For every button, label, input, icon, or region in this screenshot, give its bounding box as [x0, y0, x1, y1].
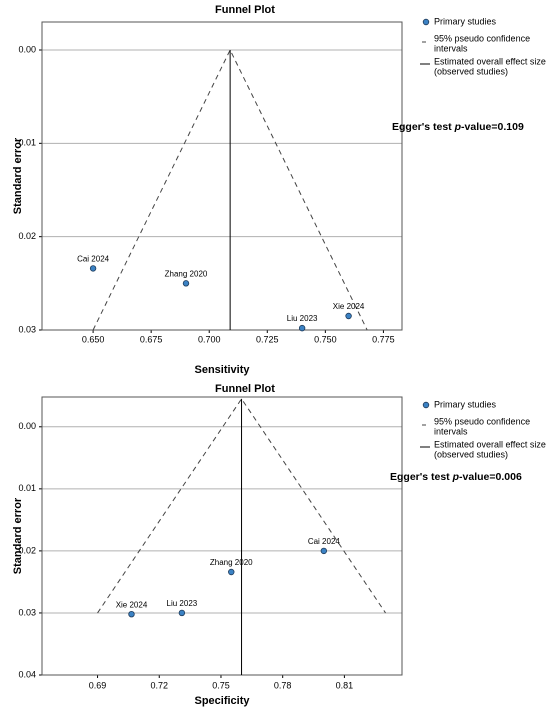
x-tick-label: 0.750 [314, 334, 337, 344]
study-point [228, 568, 235, 576]
point-label: Zhang 2020 [210, 558, 253, 567]
annotation-text: Egger's test [392, 121, 455, 133]
point-label: Zhang 2020 [165, 269, 208, 278]
plot-frame [41, 21, 403, 331]
annotation-suffix: -value=0.006 [459, 471, 522, 483]
point-label: Liu 2023 [167, 599, 198, 608]
y-tick-label: 0.03 [18, 324, 36, 334]
chart-title: Funnel Plot [215, 383, 275, 395]
x-tick-label: 0.81 [336, 680, 354, 690]
legend-label: 95% pseudo confidence [434, 33, 530, 43]
x-tick-label: 0.78 [274, 680, 292, 690]
legend-marker [422, 18, 430, 26]
annotation-italic: p [452, 471, 460, 483]
y-axis-label: Standard error [12, 497, 24, 574]
x-tick-label: 0.72 [150, 680, 168, 690]
y-tick-label: 0.04 [18, 669, 36, 679]
point-label: Xie 2024 [333, 302, 365, 311]
x-tick-label: 0.775 [372, 334, 395, 344]
point-label: Liu 2023 [287, 314, 318, 323]
annotation-suffix: -value=0.109 [461, 121, 524, 133]
legend-label: (observed studies) [434, 66, 508, 76]
point-label: Cai 2024 [77, 255, 110, 264]
legend-label: intervals [434, 426, 468, 436]
y-tick-label: 0.02 [18, 545, 36, 555]
x-tick-label: 0.675 [140, 334, 163, 344]
x-tick-label: 0.69 [89, 680, 107, 690]
annotation-text: Egger's test [390, 471, 453, 483]
legend-label: Estimated overall effect size [434, 56, 546, 66]
ci-lines [92, 48, 368, 331]
chart-title: Funnel Plot [215, 4, 275, 16]
legend-label: Primary studies [434, 399, 497, 409]
egger-annotation: Egger's test p-value=0.006 [390, 471, 522, 483]
study-point [182, 280, 190, 287]
x-tick-label: 0.700 [198, 334, 221, 344]
plot-frame [41, 396, 403, 676]
legend-label: 95% pseudo confidence [434, 416, 530, 426]
legend-label: Primary studies [434, 16, 497, 26]
x-axis-label: Specificity [194, 695, 250, 707]
y-tick-label: 0.03 [18, 607, 36, 617]
legend-label: intervals [434, 43, 468, 53]
x-tick-label: 0.75 [212, 680, 230, 690]
point-label: Cai 2024 [308, 537, 341, 546]
x-tick-label: 0.650 [82, 334, 105, 344]
y-tick-label: 0.00 [18, 421, 36, 431]
study-point [345, 312, 352, 320]
study-point [89, 265, 97, 272]
x-axis-label: Sensitivity [194, 364, 250, 376]
study-point [178, 609, 186, 617]
study-point [128, 610, 135, 618]
study-point [320, 547, 328, 555]
legend-marker [422, 401, 430, 409]
point-label: Xie 2024 [116, 600, 148, 609]
y-tick-label: 0.01 [18, 138, 36, 148]
study-point [298, 324, 306, 332]
legend-label: Estimated overall effect size [434, 439, 546, 449]
legend-label: (observed studies) [434, 449, 508, 459]
egger-annotation: Egger's test p-value=0.109 [392, 121, 524, 133]
y-axis-label: Standard error [12, 137, 24, 214]
annotation-italic: p [454, 121, 462, 133]
y-tick-label: 0.02 [18, 231, 36, 241]
y-tick-label: 0.01 [18, 483, 36, 493]
y-tick-label: 0.00 [18, 44, 36, 54]
x-tick-label: 0.725 [256, 334, 279, 344]
